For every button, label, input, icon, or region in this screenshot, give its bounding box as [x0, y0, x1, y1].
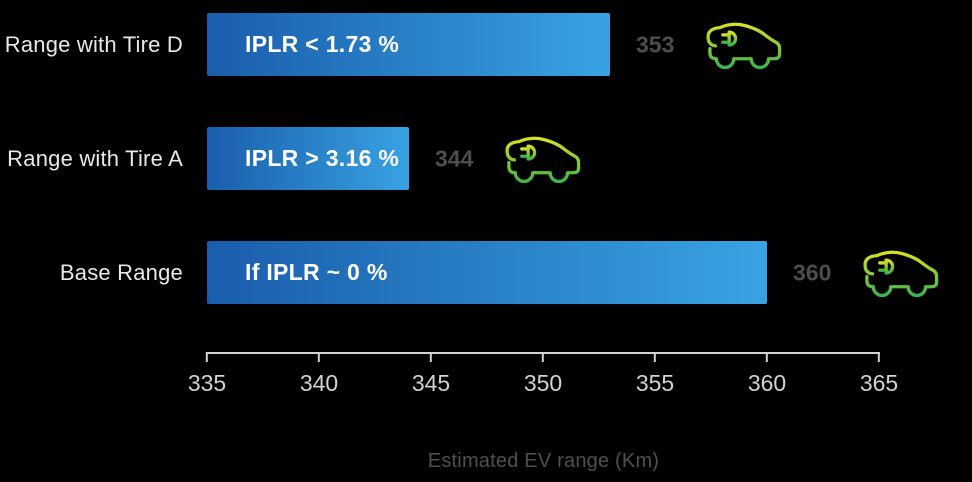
bar: If IPLR ~ 0 % [207, 241, 767, 304]
tick-mark [766, 352, 768, 362]
x-axis-tick: 355 [636, 352, 674, 397]
category-label: Range with Tire A [7, 145, 183, 171]
ev-car-with-plug-icon [497, 135, 585, 183]
chart-row: Base Range If IPLR ~ 0 % 360 [0, 241, 972, 304]
x-axis-tick: 360 [748, 352, 786, 397]
bar: IPLR < 1.73 % [207, 13, 610, 76]
tick-label: 345 [411, 370, 451, 396]
x-axis-title: Estimated EV range (Km) [427, 450, 660, 472]
tick-mark [878, 352, 880, 362]
x-axis-tick: 365 [860, 352, 898, 397]
x-axis-tick: 335 [188, 352, 226, 397]
tick-mark [654, 352, 656, 362]
x-axis-tick: 340 [300, 352, 338, 397]
bar-label: IPLR > 3.16 % [245, 145, 400, 171]
tick-mark [206, 352, 208, 362]
tick-mark [542, 352, 544, 362]
value-label: 353 [636, 31, 675, 57]
chart-row: Range with Tire A IPLR > 3.16 % 344 [0, 127, 972, 190]
ev-car-with-plug-icon [855, 249, 943, 297]
bar-label: IPLR < 1.73 % [245, 31, 400, 57]
bar: IPLR > 3.16 % [207, 127, 409, 190]
tick-mark [430, 352, 432, 362]
tick-label: 335 [187, 370, 227, 396]
tick-mark [318, 352, 320, 362]
tick-label: 360 [747, 370, 787, 396]
category-label: Range with Tire D [4, 31, 183, 57]
value-label: 360 [793, 259, 832, 285]
chart-row: Range with Tire D IPLR < 1.73 % 353 [0, 13, 972, 76]
tick-label: 350 [523, 370, 563, 396]
ev-car-with-plug-icon [698, 21, 786, 69]
bar-label: If IPLR ~ 0 % [245, 259, 388, 285]
x-axis-tick: 350 [524, 352, 562, 397]
value-label: 344 [435, 145, 474, 171]
category-label: Base Range [59, 259, 183, 285]
tick-label: 365 [859, 370, 899, 396]
tick-label: 355 [635, 370, 675, 396]
x-axis-tick: 345 [412, 352, 450, 397]
tick-label: 340 [299, 370, 339, 396]
